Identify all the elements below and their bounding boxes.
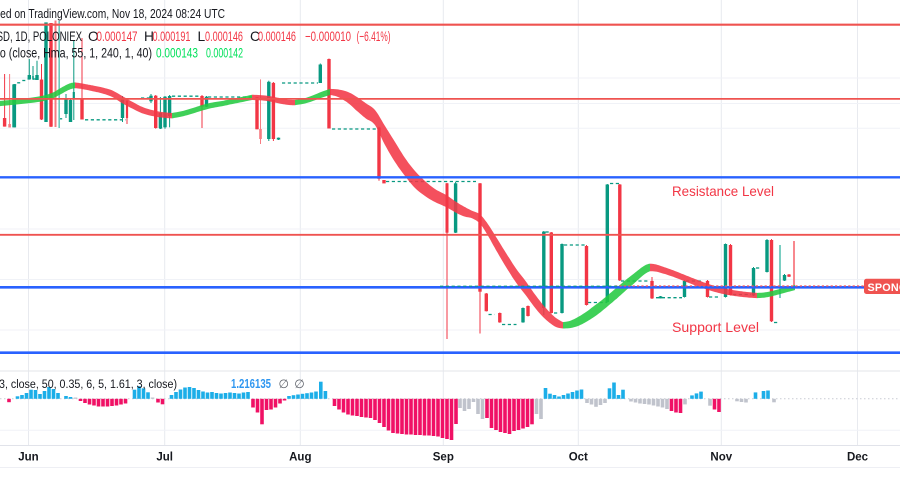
svg-text:∅: ∅ [294, 377, 304, 391]
svg-text:1.216135: 1.216135 [231, 377, 271, 391]
svg-text:Published on TradingView.com,: Published on TradingView.com, Nov 18, 20… [0, 6, 225, 21]
svg-text:(3, close, 50, 0.35, 6, 5, 1.6: (3, close, 50, 0.35, 6, 5, 1.61, 3, clos… [0, 377, 177, 391]
svg-text:Support Level: Support Level [672, 319, 759, 335]
svg-text:Jul: Jul [156, 452, 173, 464]
svg-text:Sep: Sep [433, 452, 454, 464]
svg-text:0.000146: 0.000146 [258, 29, 296, 44]
svg-text:Dec: Dec [847, 452, 869, 464]
svg-text:0.000146: 0.000146 [205, 29, 243, 44]
svg-text:Oct: Oct [569, 452, 588, 464]
svg-text:(−6.41%): (−6.41%) [357, 29, 391, 44]
svg-text:Nov: Nov [710, 452, 732, 464]
svg-text:Aug: Aug [289, 452, 311, 464]
svg-text:O: O [88, 29, 99, 44]
svg-text:Resistance Level: Resistance Level [672, 183, 774, 199]
svg-text:SPONGEUSD, 1D, POLONIEX: SPONGEUSD, 1D, POLONIEX [0, 29, 82, 44]
svg-text:−0.000010: −0.000010 [305, 29, 351, 44]
svg-text:Jun: Jun [18, 452, 38, 464]
svg-text:0.000143: 0.000143 [156, 45, 198, 60]
svg-text:Ratio (close, Hma, 55, 1, 240,: Ratio (close, Hma, 55, 1, 240, 1, 40) [0, 45, 152, 60]
svg-text:0.000147: 0.000147 [97, 29, 138, 44]
svg-text:SPONGE: SPONGE [868, 282, 900, 294]
svg-text:∅: ∅ [279, 377, 289, 391]
svg-text:H: H [144, 29, 154, 44]
svg-text:C: C [250, 29, 260, 44]
svg-text:0.000191: 0.000191 [153, 29, 191, 44]
svg-text:L: L [198, 29, 206, 44]
svg-text:0.000142: 0.000142 [206, 45, 243, 60]
